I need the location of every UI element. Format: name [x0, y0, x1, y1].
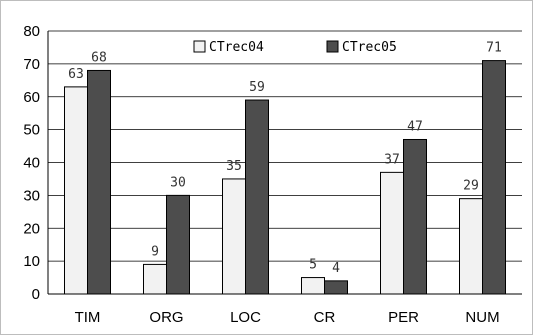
bar-ctrec05-cr: [324, 280, 348, 295]
bar-ctrec04-num: [459, 198, 483, 295]
bar-ctrec04-loc: [222, 178, 246, 295]
data-label: 9: [151, 244, 159, 259]
x-category-label: ORG: [149, 309, 183, 326]
y-tick-label: 80: [23, 23, 40, 40]
bar-ctrec04-per: [380, 171, 404, 295]
legend-swatch-ctrec05: [326, 40, 339, 53]
data-label: 68: [91, 50, 107, 65]
bar-ctrec04-cr: [301, 277, 325, 295]
y-tick-label: 50: [23, 122, 40, 139]
bar-ctrec04-org: [143, 263, 167, 295]
bar-ctrec04-tim: [64, 86, 88, 295]
y-tick-label: 20: [23, 220, 40, 237]
data-label: 29: [463, 179, 479, 194]
y-tick-label: 40: [23, 155, 40, 172]
data-label: 37: [384, 152, 400, 167]
bars: [64, 60, 506, 295]
legend: CTrec04 CTrec05: [193, 40, 397, 55]
bar-ctrec05-per: [403, 138, 427, 295]
bar-ctrec05-org: [166, 194, 190, 295]
gridlines: [48, 30, 522, 262]
data-label: 30: [170, 175, 186, 190]
data-label: 47: [407, 119, 423, 134]
y-tick-label: 60: [23, 89, 40, 106]
legend-label-ctrec05: CTrec05: [342, 40, 397, 55]
x-category-label: TIM: [75, 309, 101, 326]
x-category-label: CR: [314, 309, 336, 326]
x-axis-categories: TIM ORG LOC CR PER NUM: [75, 309, 500, 326]
x-category-label: NUM: [465, 309, 499, 326]
legend-label-ctrec04: CTrec04: [209, 40, 264, 55]
legend-swatch-ctrec04: [193, 40, 206, 53]
data-label: 4: [332, 261, 340, 276]
data-label: 5: [309, 258, 317, 273]
y-axis-ticks: 0 10 20 30 40 50 60 70 80: [23, 23, 40, 303]
axes: [47, 31, 522, 295]
data-label: 35: [226, 159, 242, 174]
y-tick-label: 10: [23, 253, 40, 270]
data-label: 59: [249, 80, 265, 95]
y-tick-label: 0: [32, 286, 40, 303]
x-category-label: PER: [388, 309, 419, 326]
data-labels: 63 68 9 30 35 59 5 4 37 47 29 71: [68, 41, 502, 276]
x-category-label: LOC: [230, 309, 261, 326]
bar-ctrec05-loc: [245, 99, 269, 295]
data-label: 63: [68, 67, 84, 82]
y-tick-label: 30: [23, 187, 40, 204]
data-label: 71: [486, 41, 502, 56]
bar-ctrec05-num: [482, 60, 506, 295]
y-tick-label: 70: [23, 56, 40, 73]
bar-ctrec05-tim: [87, 69, 111, 295]
